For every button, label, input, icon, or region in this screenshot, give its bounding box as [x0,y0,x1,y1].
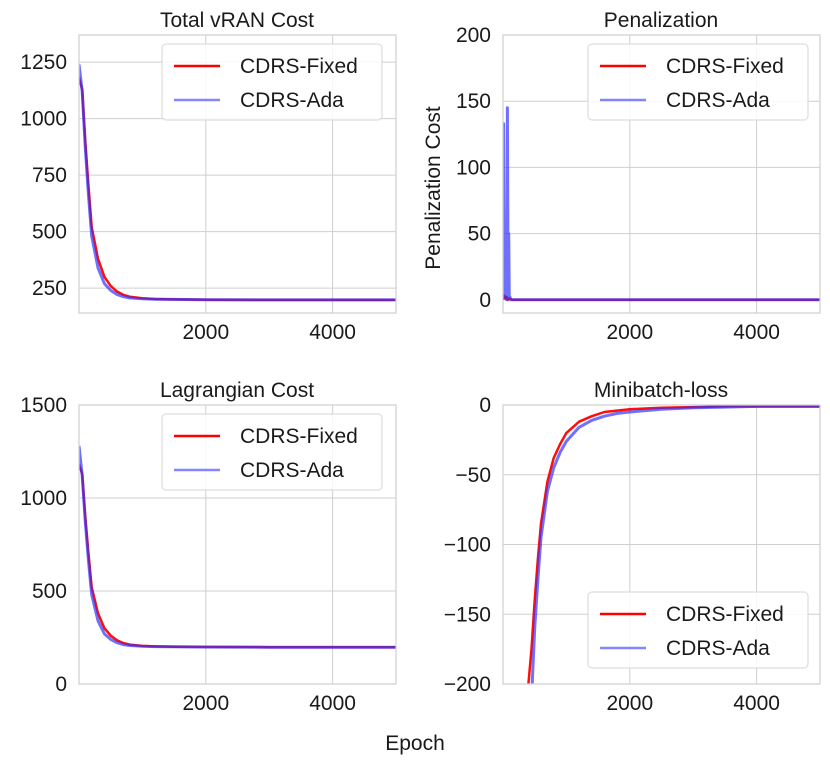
panel-penalization: Penalization Penalization Cost 2000 4000 0… [422,9,821,344]
y-tick-label: 100 [456,156,491,179]
series-group [79,445,396,649]
legend-label: CDRS-Fixed [240,425,358,448]
y-tick-label: −50 [455,464,491,487]
series-group [527,405,820,684]
x-tick-label: 4000 [309,321,356,344]
y-tick-label: 1500 [20,394,67,417]
x-tick-label: 2000 [182,321,229,344]
series-line-cdrs-ada [79,445,396,649]
series-line-cdrs-fixed [79,464,396,649]
panel-title: Total vRAN Cost [160,9,314,32]
y-tick-label: 50 [468,223,491,246]
y-tick-label: 150 [456,90,491,113]
y-tick-label: 500 [32,221,67,244]
legend-label: CDRS-Fixed [666,603,784,626]
legend-label: CDRS-Ada [666,637,770,660]
y-tick-label: 1000 [20,487,67,510]
legend: CDRS-Fixed CDRS-Ada [161,413,383,491]
y-tick-label: 500 [32,580,67,603]
y-tick-label: 250 [32,277,67,300]
y-tick-label: 0 [479,394,491,417]
series-line-cdrs-ada [79,64,396,302]
series-line-cdrs-ada [503,106,820,302]
panel-title: Minibatch-loss [594,379,728,402]
x-tick-label: 2000 [182,692,229,715]
panel-total-vran-cost: Total vRAN Cost 2000 4000 250 500 750 1000 125… [20,9,397,344]
plot-frame [78,34,397,314]
series-group [503,106,820,302]
y-tick-label: 1250 [20,51,67,74]
y-tick-label: 750 [32,164,67,187]
y-tick-label: −200 [444,673,491,696]
y-tick-label: 200 [456,24,491,47]
y-axis-label: Penalization Cost [422,106,445,270]
legend-label: CDRS-Ada [240,89,344,112]
y-tick-label: 1000 [20,108,67,131]
plot-area: 2000 4000 −200 −150 −100 −50 0 CDRS-Fixed CDRS-A… [444,394,821,715]
series-line-cdrs-ada [530,405,820,684]
panel-minibatch-loss: Minibatch-loss 2000 4000 −200 −150 −100 −50 0 C… [444,379,821,715]
legend: CDRS-Fixed CDRS-Ada [161,43,383,121]
plot-area: 2000 4000 0 50 100 150 200 CDRS-Fixed CDRS-Ada [456,24,821,344]
panel-lagrangian-cost: Lagrangian Cost 2000 4000 0 500 1000 1500 CDRS… [20,379,397,715]
y-tick-label: −150 [444,603,491,626]
legend: CDRS-Fixed CDRS-Ada [587,43,809,121]
series-group [79,64,396,302]
legend-label: CDRS-Fixed [240,55,358,78]
legend-label: CDRS-Fixed [666,55,784,78]
legend-label: CDRS-Ada [240,459,344,482]
y-tick-label: −100 [444,534,491,557]
plot-frame [502,404,821,685]
x-tick-label: 4000 [733,321,780,344]
y-tick-label: 0 [55,673,67,696]
plot-frame [78,404,397,685]
x-tick-label: 2000 [606,321,653,344]
y-tick-label: 0 [479,289,491,312]
x-tick-label: 4000 [733,692,780,715]
panel-title: Penalization [604,9,718,32]
panel-title: Lagrangian Cost [160,379,314,402]
legend: CDRS-Fixed CDRS-Ada [587,591,809,669]
x-tick-label: 2000 [606,692,653,715]
x-axis-label: Epoch [385,732,445,755]
plot-area: 2000 4000 0 500 1000 1500 CDRS-Fixed CDRS-Ada [20,394,397,715]
plot-frame [502,34,821,314]
legend-label: CDRS-Ada [666,89,770,112]
x-tick-label: 4000 [309,692,356,715]
